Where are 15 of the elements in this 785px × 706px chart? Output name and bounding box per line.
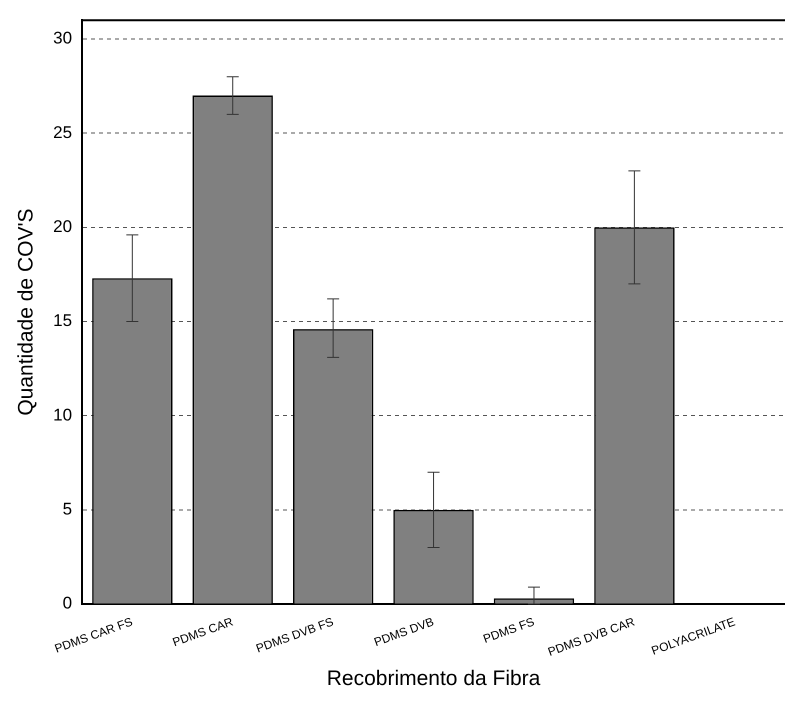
y-tick-label: 10 <box>53 405 72 424</box>
y-tick-label: 20 <box>53 217 72 236</box>
y-axis-title: Quantidade de COV'S <box>14 208 38 416</box>
y-tick-label: 30 <box>53 28 72 48</box>
x-axis-title: Recobrimento da Fibra <box>326 667 541 690</box>
y-tick-label: 15 <box>53 311 72 330</box>
x-tick-label: PDMS DVB FS <box>254 614 336 656</box>
x-tick-label: PDMS CAR <box>170 614 236 650</box>
y-tick-label: 25 <box>53 122 72 142</box>
y-tick-label: 0 <box>62 594 72 613</box>
x-tick-label: PDMS DVB <box>372 614 436 650</box>
y-tick-label: 5 <box>62 500 72 519</box>
x-tick-label: PDMS DVB CAR <box>546 614 637 659</box>
x-tick-label: PDMS FS <box>481 614 536 646</box>
x-tick-label: PDMS CAR FS <box>52 614 134 656</box>
